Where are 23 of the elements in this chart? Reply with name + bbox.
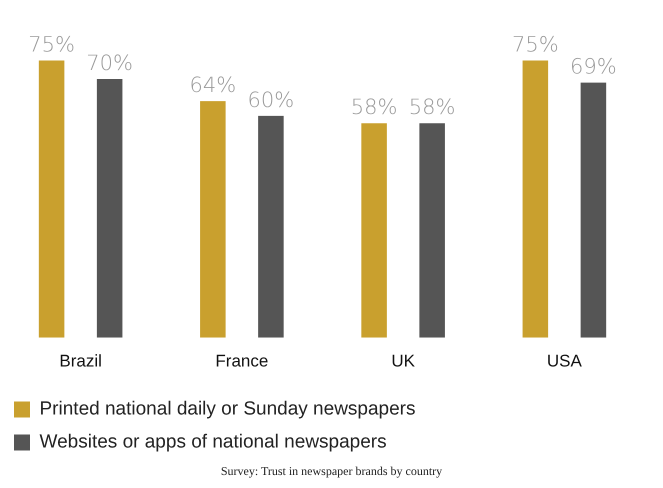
data-label: 70%	[86, 50, 133, 75]
bar	[361, 123, 387, 338]
data-label: 75%	[28, 32, 75, 56]
x-tick-label: Brazil	[59, 351, 102, 370]
bar	[258, 116, 284, 338]
data-label: 58%	[350, 95, 398, 120]
bar	[522, 60, 548, 338]
x-tick-label: USA	[546, 351, 583, 370]
x-tick-label: UK	[391, 351, 416, 370]
data-label: 69%	[570, 54, 617, 79]
bar	[200, 101, 226, 338]
bar	[419, 123, 445, 338]
bar	[38, 60, 64, 338]
x-tick-label: France	[215, 351, 268, 370]
legend-label: Websites or apps of national newspapers	[40, 432, 387, 453]
text: Survey: Trust in newspaper brands by country	[220, 464, 444, 479]
data-label: 58%	[408, 95, 456, 120]
data-label: 60%	[248, 88, 294, 112]
data-label: 75%	[512, 32, 559, 56]
data-label: 64%	[190, 73, 236, 98]
legend-label: Printed national daily or Sunday newspapers	[40, 398, 416, 420]
bar	[96, 78, 122, 338]
bar	[580, 82, 606, 338]
